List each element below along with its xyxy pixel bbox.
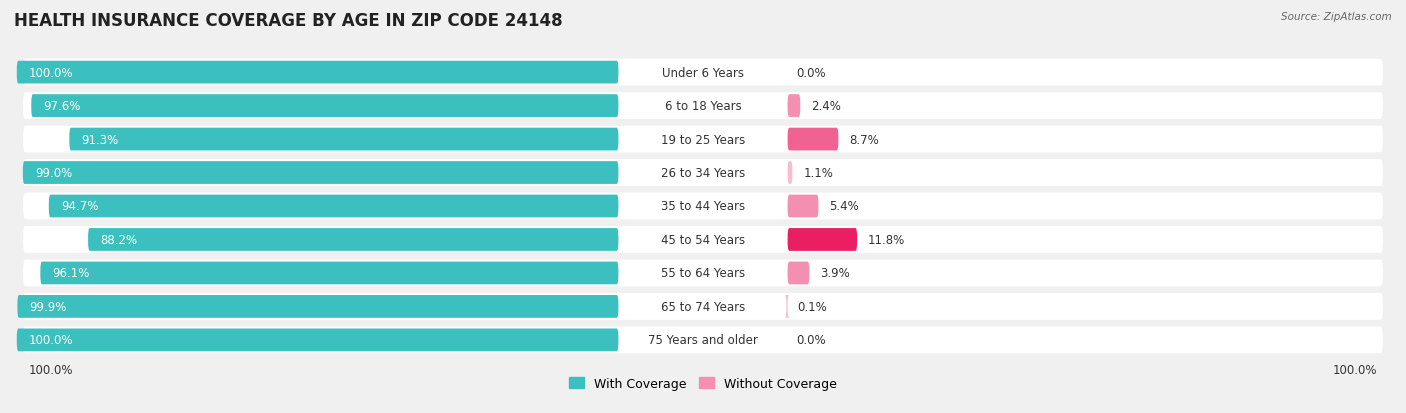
FancyBboxPatch shape: [31, 95, 619, 118]
Text: 6 to 18 Years: 6 to 18 Years: [665, 100, 741, 113]
FancyBboxPatch shape: [22, 160, 1384, 186]
FancyBboxPatch shape: [89, 228, 619, 251]
Text: 99.9%: 99.9%: [30, 300, 67, 313]
FancyBboxPatch shape: [41, 262, 619, 285]
FancyBboxPatch shape: [22, 193, 1384, 220]
Text: 97.6%: 97.6%: [44, 100, 80, 113]
Text: 8.7%: 8.7%: [849, 133, 879, 146]
FancyBboxPatch shape: [787, 95, 800, 118]
Text: 3.9%: 3.9%: [820, 267, 851, 280]
Text: 96.1%: 96.1%: [52, 267, 90, 280]
FancyBboxPatch shape: [22, 93, 1384, 120]
FancyBboxPatch shape: [787, 228, 858, 251]
Legend: With Coverage, Without Coverage: With Coverage, Without Coverage: [564, 372, 842, 395]
Text: 0.0%: 0.0%: [797, 334, 827, 347]
FancyBboxPatch shape: [22, 293, 1384, 320]
Text: 1.1%: 1.1%: [803, 166, 834, 180]
Text: 91.3%: 91.3%: [82, 133, 118, 146]
Text: 100.0%: 100.0%: [30, 334, 73, 347]
FancyBboxPatch shape: [787, 262, 810, 285]
FancyBboxPatch shape: [22, 59, 1384, 86]
FancyBboxPatch shape: [49, 195, 619, 218]
FancyBboxPatch shape: [17, 62, 619, 84]
Text: 19 to 25 Years: 19 to 25 Years: [661, 133, 745, 146]
FancyBboxPatch shape: [22, 327, 1384, 354]
Text: 100.0%: 100.0%: [30, 363, 73, 376]
Text: 88.2%: 88.2%: [100, 233, 138, 247]
Text: HEALTH INSURANCE COVERAGE BY AGE IN ZIP CODE 24148: HEALTH INSURANCE COVERAGE BY AGE IN ZIP …: [14, 12, 562, 30]
FancyBboxPatch shape: [69, 128, 619, 151]
Text: 100.0%: 100.0%: [30, 66, 73, 79]
Text: 2.4%: 2.4%: [811, 100, 841, 113]
Text: 65 to 74 Years: 65 to 74 Years: [661, 300, 745, 313]
FancyBboxPatch shape: [17, 295, 619, 318]
Text: 26 to 34 Years: 26 to 34 Years: [661, 166, 745, 180]
Text: 11.8%: 11.8%: [868, 233, 905, 247]
Text: 0.0%: 0.0%: [797, 66, 827, 79]
FancyBboxPatch shape: [787, 195, 818, 218]
FancyBboxPatch shape: [22, 227, 1384, 253]
Text: 75 Years and older: 75 Years and older: [648, 334, 758, 347]
Text: 5.4%: 5.4%: [830, 200, 859, 213]
Text: 0.1%: 0.1%: [797, 300, 827, 313]
FancyBboxPatch shape: [22, 260, 1384, 287]
FancyBboxPatch shape: [787, 128, 838, 151]
Text: 55 to 64 Years: 55 to 64 Years: [661, 267, 745, 280]
FancyBboxPatch shape: [22, 126, 1384, 153]
Text: 35 to 44 Years: 35 to 44 Years: [661, 200, 745, 213]
FancyBboxPatch shape: [787, 162, 793, 185]
Text: 99.0%: 99.0%: [35, 166, 72, 180]
FancyBboxPatch shape: [785, 295, 789, 318]
Text: 45 to 54 Years: 45 to 54 Years: [661, 233, 745, 247]
Text: Source: ZipAtlas.com: Source: ZipAtlas.com: [1281, 12, 1392, 22]
Text: 94.7%: 94.7%: [60, 200, 98, 213]
FancyBboxPatch shape: [22, 162, 619, 185]
Text: Under 6 Years: Under 6 Years: [662, 66, 744, 79]
Text: 100.0%: 100.0%: [1333, 363, 1376, 376]
FancyBboxPatch shape: [17, 329, 619, 351]
